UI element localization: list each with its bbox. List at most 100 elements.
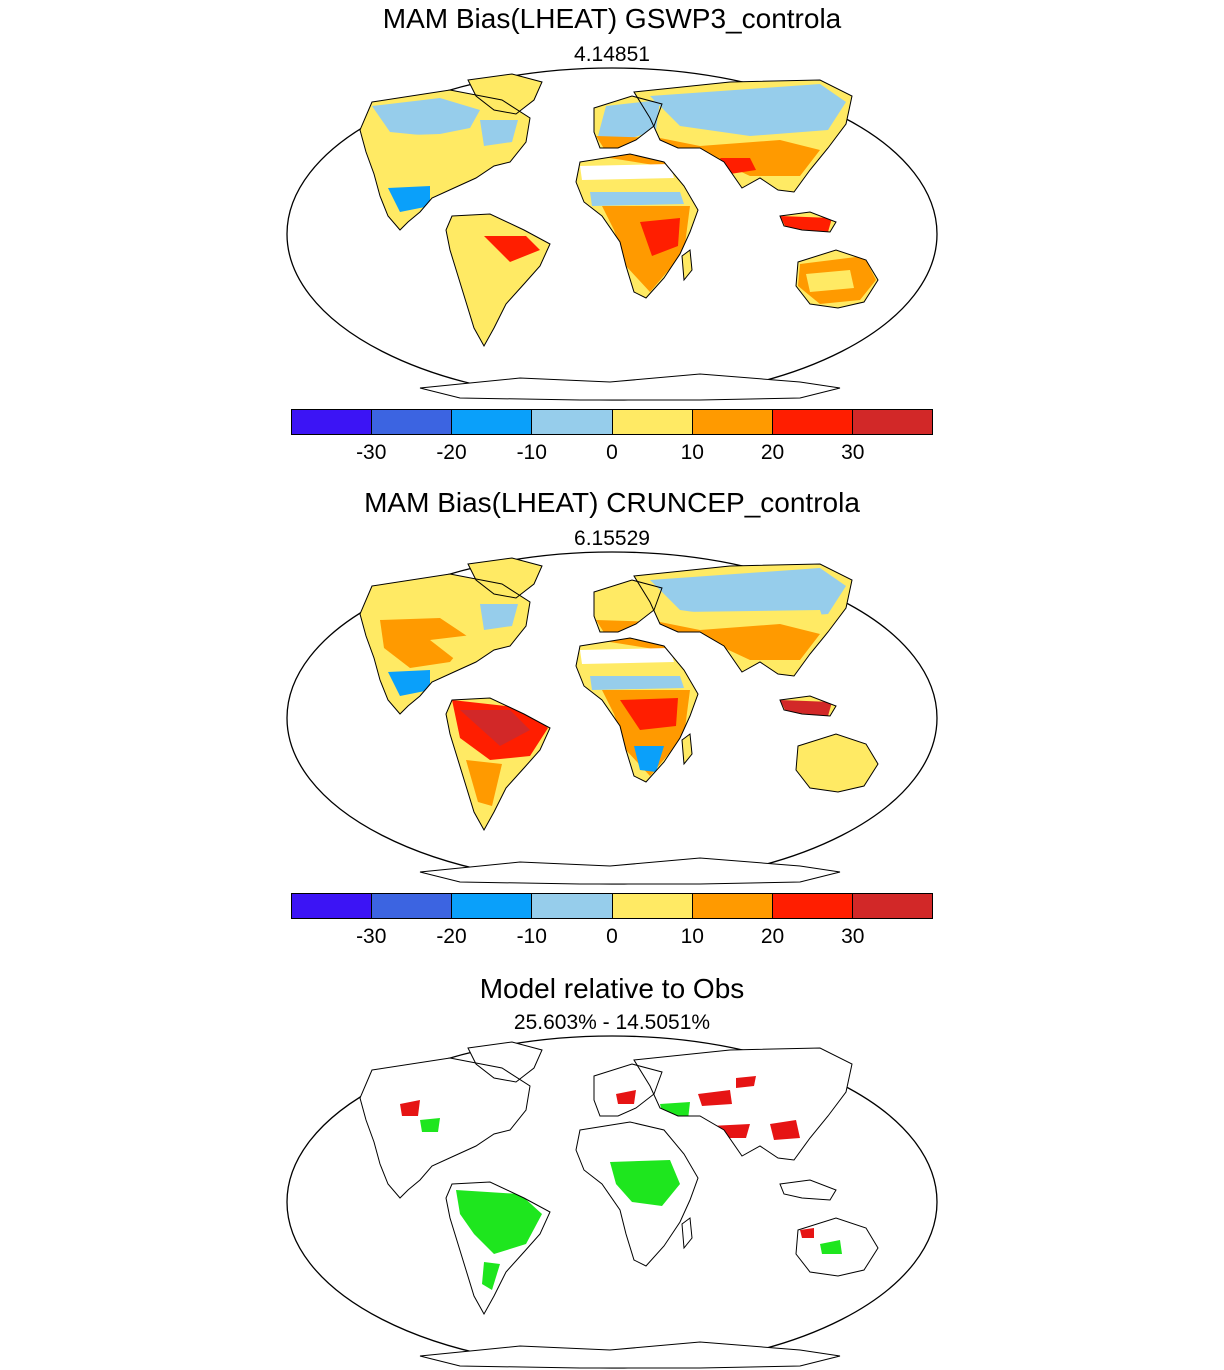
relative-field-better: [456, 1190, 542, 1254]
bias-field-region: [480, 120, 518, 146]
bias-field-region: [388, 186, 430, 212]
colorbar-tick-label: -20: [436, 441, 467, 464]
coastline: [575, 1121, 699, 1267]
colorbar-tick-label: 0: [606, 441, 618, 464]
colorbar-swatch: [292, 894, 373, 918]
colorbar-swatch: [372, 894, 453, 918]
colorbar-tick-label: -10: [516, 441, 547, 464]
relative-field-better: [420, 1118, 440, 1132]
bias-field-region: [598, 584, 660, 626]
bias-field-region: [650, 84, 846, 136]
coastline: [467, 1041, 543, 1083]
colorbar-swatch: [772, 410, 853, 434]
bias-field-region: [590, 676, 684, 690]
panel-gswp3: MAM Bias(LHEAT) GSWP3_controla 4.14851 -…: [0, 0, 1224, 470]
map-subtitle: 4.14851: [574, 43, 650, 66]
colorbar-tick-label: 0: [606, 925, 618, 948]
colorbar-ticks: -30 -20 -10 0 10 20 30: [291, 440, 933, 466]
relative-field-worse: [400, 1100, 420, 1116]
colorbar-swatch: [612, 894, 693, 918]
colorbar-ticks: -30 -20 -10 0 10 20 30: [291, 924, 933, 950]
bias-field-region: [620, 698, 678, 730]
coastline: [445, 697, 551, 832]
panel-relative: Model relative to Obs 25.603% - 14.5051%: [0, 970, 1224, 1369]
bias-field-region: [388, 670, 430, 696]
coastline: [419, 373, 841, 401]
colorbar-tick-label: 10: [680, 925, 704, 948]
bias-field-region: [372, 98, 480, 136]
coastline: [593, 579, 663, 633]
map-title: Model relative to Obs: [479, 973, 745, 1004]
coastline: [795, 1217, 879, 1277]
relative-field-worse: [698, 1090, 732, 1106]
map-subtitle: 25.603% - 14.5051%: [513, 1011, 711, 1034]
colorbar-tick-label: -30: [356, 441, 387, 464]
bias-field-region: [590, 192, 684, 206]
map-title: MAM Bias(LHEAT) CRUNCEP_controla: [364, 487, 860, 518]
bias-field-region: [380, 618, 470, 668]
colorbar-swatch: [692, 410, 773, 434]
no-data-region: [580, 648, 674, 664]
coastline: [419, 857, 841, 885]
bias-field-region: [640, 218, 680, 256]
bias-field-region: [480, 604, 518, 630]
map-title: MAM Bias(LHEAT) GSWP3_controla: [382, 3, 842, 34]
coastline: [681, 249, 693, 282]
colorbar-swatch: [692, 894, 773, 918]
bias-field-region: [380, 134, 470, 184]
coastline: [795, 733, 879, 793]
bias-field-region: [484, 236, 540, 262]
colorbar-swatch: [772, 894, 853, 918]
colorbar-swatch: [612, 410, 693, 434]
colorbar: [291, 893, 933, 919]
colorbar-swatch: [852, 410, 932, 434]
world-map-relative: [286, 1035, 938, 1369]
colorbar-swatch: [452, 894, 533, 918]
bias-field-region: [798, 740, 876, 788]
bias-field-region: [466, 276, 502, 322]
coastline: [419, 1341, 841, 1369]
colorbar-tick-label: -10: [516, 925, 547, 948]
bias-field-region: [586, 176, 676, 192]
coastline: [633, 1047, 853, 1161]
relative-field-worse: [770, 1120, 800, 1140]
coastline: [633, 563, 853, 677]
coastline: [575, 153, 699, 299]
bias-field-region: [466, 760, 502, 806]
colorbar-swatch: [852, 894, 932, 918]
bias-field-region: [700, 140, 820, 176]
coastline: [575, 637, 699, 783]
coastline: [359, 89, 531, 231]
coastline: [445, 213, 551, 348]
colorbar-tick-label: 30: [841, 441, 865, 464]
colorbar-swatch: [532, 410, 613, 434]
colorbar-swatch: [372, 410, 453, 434]
coastline: [593, 95, 663, 149]
colorbar-swatch: [532, 894, 613, 918]
relative-field-worse: [736, 1076, 756, 1088]
coastline: [681, 733, 693, 766]
colorbar-tick-label: -20: [436, 925, 467, 948]
no-data-region: [580, 164, 674, 180]
coastline: [467, 557, 543, 599]
coastline: [779, 211, 837, 233]
colorbar-swatch: [452, 410, 533, 434]
coastline: [359, 1057, 531, 1199]
colorbar-tick-label: 20: [760, 441, 785, 464]
colorbar-tick-label: -30: [356, 925, 387, 948]
coastline: [445, 1181, 551, 1316]
colorbar-tick-label: 20: [760, 925, 785, 948]
coastline: [681, 1217, 693, 1250]
coastline: [467, 73, 543, 115]
relative-field-better: [482, 1262, 500, 1290]
land-antarctica: [420, 1342, 840, 1368]
land-namerica: [360, 1058, 530, 1198]
bias-field-region: [372, 582, 480, 620]
world-map-bias-cruncep: [286, 551, 938, 885]
colorbar-tick-label: 10: [680, 441, 704, 464]
no-data-region: [420, 858, 840, 884]
coastline: [633, 79, 853, 193]
bias-field-region: [634, 746, 664, 772]
bias-field-region: [650, 568, 846, 620]
coastline: [779, 1179, 837, 1201]
